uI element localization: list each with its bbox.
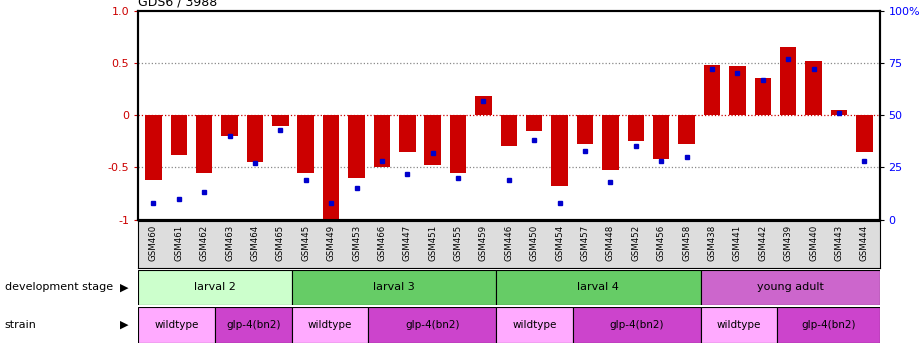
- Text: wildtype: wildtype: [155, 320, 199, 330]
- Bar: [704, 65, 720, 115]
- Bar: [221, 115, 238, 136]
- Text: larval 4: larval 4: [577, 282, 619, 292]
- Text: GSM466: GSM466: [378, 225, 387, 261]
- Text: GSM451: GSM451: [428, 225, 437, 261]
- Text: GSM443: GSM443: [834, 225, 844, 261]
- Bar: [425, 115, 441, 165]
- Bar: [496, 307, 573, 343]
- Text: wildtype: wildtype: [512, 320, 556, 330]
- Bar: [146, 115, 162, 180]
- Text: GSM446: GSM446: [505, 225, 513, 261]
- Bar: [323, 115, 339, 222]
- Bar: [552, 115, 568, 186]
- Bar: [138, 270, 292, 305]
- Bar: [701, 270, 880, 305]
- Text: larval 3: larval 3: [373, 282, 414, 292]
- Text: GSM444: GSM444: [860, 225, 869, 261]
- Text: GSM440: GSM440: [809, 225, 818, 261]
- Text: GSM442: GSM442: [758, 225, 767, 261]
- Text: GSM455: GSM455: [453, 225, 462, 261]
- Text: ▶: ▶: [120, 282, 128, 292]
- Bar: [653, 115, 670, 159]
- Bar: [780, 47, 797, 115]
- Bar: [856, 115, 872, 152]
- Bar: [805, 61, 822, 115]
- Text: glp-4(bn2): glp-4(bn2): [405, 320, 460, 330]
- Text: GSM449: GSM449: [327, 225, 335, 261]
- Text: young adult: young adult: [757, 282, 823, 292]
- Bar: [831, 110, 847, 115]
- Text: GSM454: GSM454: [555, 225, 565, 261]
- Text: GSM452: GSM452: [631, 225, 640, 261]
- Bar: [729, 66, 746, 115]
- Text: GSM461: GSM461: [174, 225, 183, 261]
- Text: GSM447: GSM447: [402, 225, 412, 261]
- Text: GSM439: GSM439: [784, 225, 793, 261]
- Bar: [602, 115, 619, 171]
- Text: larval 2: larval 2: [194, 282, 236, 292]
- Bar: [374, 115, 391, 167]
- Bar: [348, 115, 365, 178]
- Text: GSM459: GSM459: [479, 225, 488, 261]
- Bar: [475, 96, 492, 115]
- Bar: [292, 307, 368, 343]
- Bar: [247, 115, 263, 162]
- Text: GSM450: GSM450: [530, 225, 539, 261]
- Text: GSM463: GSM463: [225, 225, 234, 261]
- Bar: [170, 115, 187, 155]
- Bar: [627, 115, 644, 141]
- Bar: [573, 307, 701, 343]
- Text: strain: strain: [5, 320, 37, 330]
- Bar: [138, 307, 215, 343]
- Text: glp-4(bn2): glp-4(bn2): [226, 320, 281, 330]
- Text: development stage: development stage: [5, 282, 112, 292]
- Bar: [297, 115, 314, 172]
- Bar: [196, 115, 213, 172]
- Text: GSM462: GSM462: [200, 225, 209, 261]
- Bar: [501, 115, 517, 146]
- Bar: [526, 115, 542, 131]
- Text: GSM457: GSM457: [580, 225, 589, 261]
- Text: GSM438: GSM438: [707, 225, 717, 261]
- Bar: [215, 307, 292, 343]
- Text: GDS6 / 3988: GDS6 / 3988: [138, 0, 217, 9]
- Bar: [754, 77, 771, 115]
- Text: GSM465: GSM465: [275, 225, 285, 261]
- Bar: [449, 115, 466, 172]
- Bar: [701, 307, 777, 343]
- Bar: [496, 270, 701, 305]
- Text: GSM464: GSM464: [251, 225, 260, 261]
- Text: GSM448: GSM448: [606, 225, 615, 261]
- Text: GSM441: GSM441: [733, 225, 742, 261]
- Text: GSM445: GSM445: [301, 225, 310, 261]
- Text: wildtype: wildtype: [717, 320, 761, 330]
- Bar: [368, 307, 496, 343]
- Bar: [292, 270, 496, 305]
- Text: glp-4(bn2): glp-4(bn2): [801, 320, 856, 330]
- Bar: [399, 115, 415, 152]
- Text: ▶: ▶: [120, 320, 128, 330]
- Text: wildtype: wildtype: [308, 320, 352, 330]
- Bar: [577, 115, 593, 144]
- Bar: [777, 307, 880, 343]
- Text: GSM458: GSM458: [682, 225, 691, 261]
- Text: GSM453: GSM453: [352, 225, 361, 261]
- Text: glp-4(bn2): glp-4(bn2): [610, 320, 664, 330]
- Bar: [272, 115, 288, 126]
- Bar: [679, 115, 694, 144]
- Text: GSM456: GSM456: [657, 225, 666, 261]
- Text: GSM460: GSM460: [149, 225, 157, 261]
